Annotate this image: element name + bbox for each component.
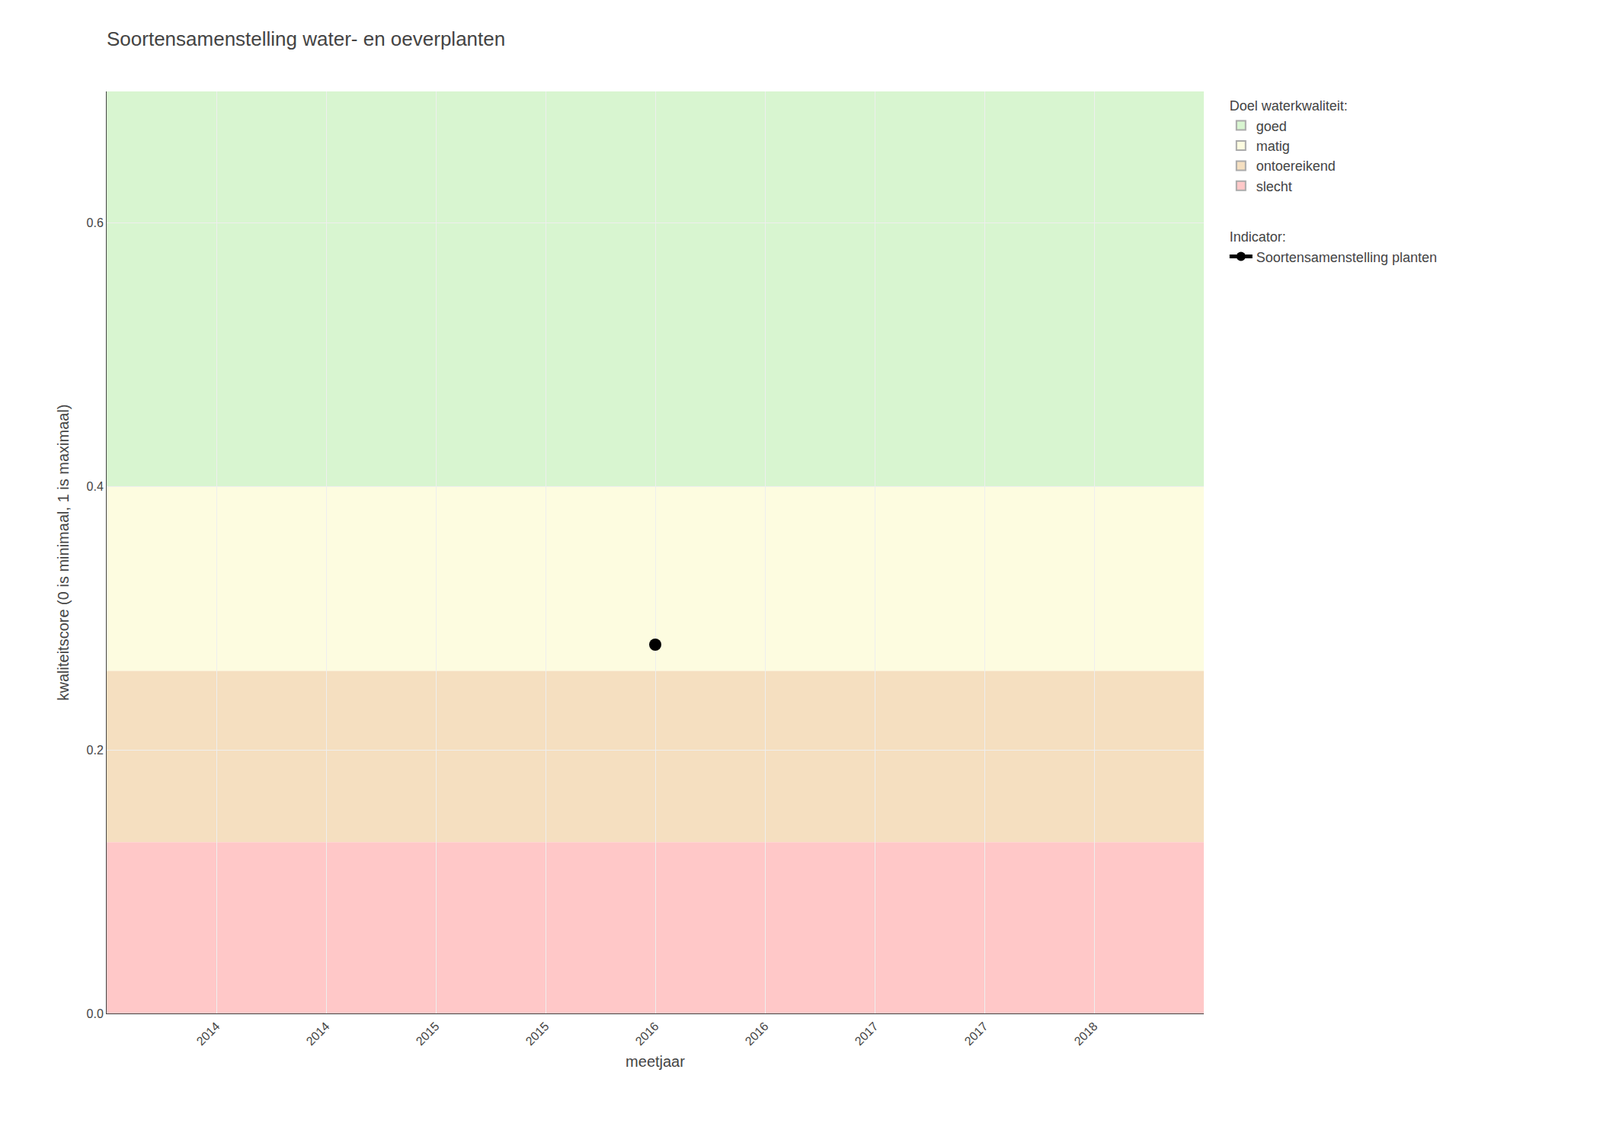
svg-text:Soortensamenstelling planten: Soortensamenstelling planten — [1256, 249, 1437, 266]
svg-text:0.2: 0.2 — [86, 743, 104, 757]
svg-text:Doel waterkwaliteit:: Doel waterkwaliteit: — [1229, 98, 1348, 114]
svg-text:0.6: 0.6 — [86, 216, 104, 230]
svg-text:2017: 2017 — [962, 1019, 991, 1048]
svg-text:2014: 2014 — [194, 1019, 223, 1048]
svg-text:goed: goed — [1256, 118, 1287, 135]
svg-text:2016: 2016 — [633, 1019, 662, 1048]
svg-text:2014: 2014 — [304, 1019, 333, 1048]
svg-text:0.4: 0.4 — [86, 480, 104, 493]
svg-text:slecht: slecht — [1256, 179, 1293, 195]
svg-text:meetjaar: meetjaar — [625, 1052, 685, 1070]
svg-text:0.0: 0.0 — [86, 1007, 104, 1021]
svg-text:2018: 2018 — [1072, 1019, 1101, 1048]
svg-text:Indicator:: Indicator: — [1229, 229, 1287, 245]
svg-text:2017: 2017 — [852, 1019, 881, 1048]
svg-text:2016: 2016 — [742, 1019, 772, 1048]
svg-text:matig: matig — [1256, 138, 1290, 154]
svg-text:Soortensamenstelling water- en: Soortensamenstelling water- en oeverplan… — [106, 27, 506, 51]
svg-text:ontoereikend: ontoereikend — [1256, 158, 1336, 174]
svg-text:2015: 2015 — [523, 1019, 552, 1048]
svg-text:kwaliteitscore (0 is minimaal,: kwaliteitscore (0 is minimaal, 1 is maxi… — [54, 404, 72, 701]
svg-text:2015: 2015 — [413, 1019, 442, 1048]
